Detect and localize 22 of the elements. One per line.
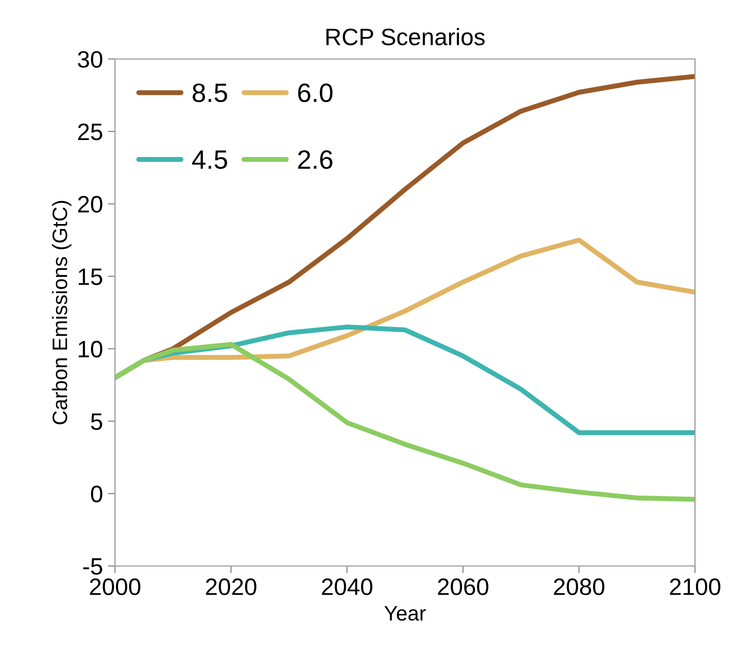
y-tick-label: 0	[90, 486, 102, 502]
x-tick-label: 2040	[322, 578, 372, 596]
y-tick-label: 5	[91, 413, 102, 430]
x-tick-label: 2000	[90, 578, 140, 596]
x-tick-label: 2080	[554, 578, 604, 596]
y-tick-label: 10	[78, 340, 102, 358]
legend-label: 6.0	[298, 83, 332, 102]
legend-label: 2.6	[298, 150, 332, 169]
legend-label: 8.5	[192, 83, 228, 102]
x-tick-label: 2020	[206, 578, 256, 596]
x-tick-label: 2100	[670, 578, 720, 596]
y-tick-label: 15	[78, 268, 102, 286]
y-tick-label: 25	[78, 123, 102, 140]
x-axis-title: Year	[384, 606, 426, 621]
line-series	[115, 342, 695, 502]
y-tick-label: 20	[78, 196, 102, 213]
y-tick-label: 30	[78, 51, 102, 68]
y-tick-label: -5	[83, 558, 102, 575]
y-axis-title: Carbon Emissions (GtC)	[52, 200, 72, 424]
legend-label: 4.5	[192, 150, 228, 169]
x-tick-label: 2060	[438, 578, 488, 596]
chart-title: RCP Scenarios	[326, 28, 485, 46]
